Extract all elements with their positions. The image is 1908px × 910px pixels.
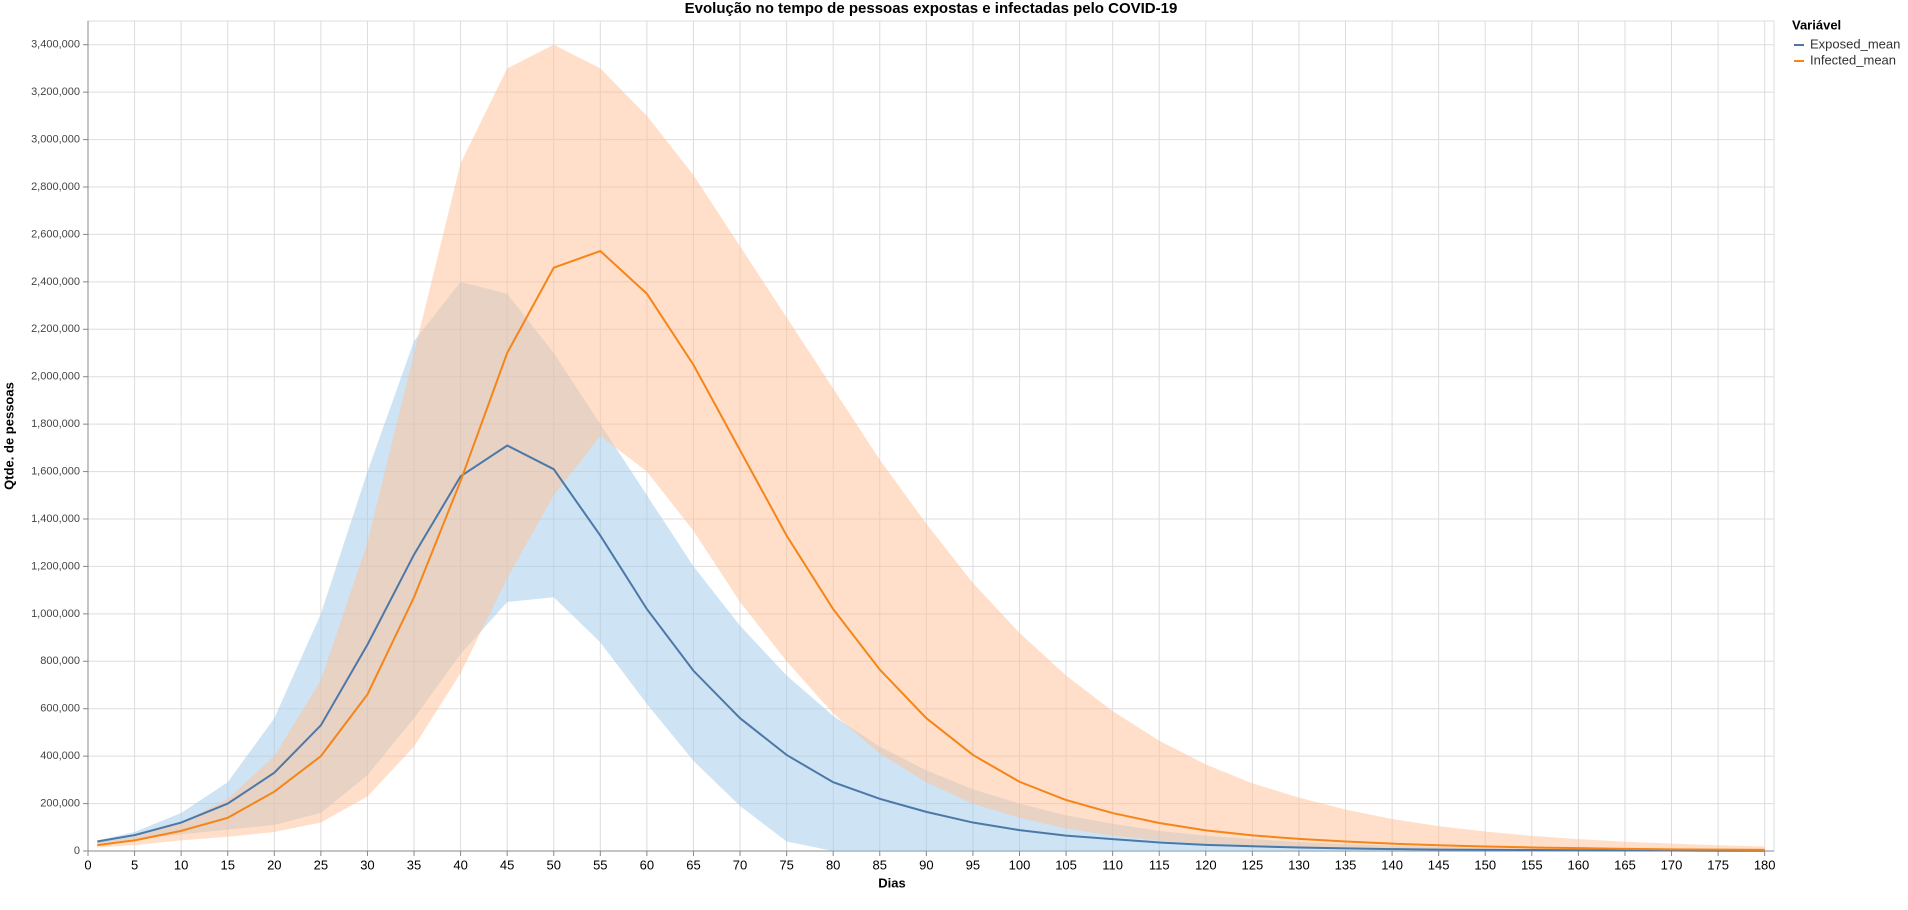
series-line [97, 249, 1765, 851]
x-tick-label: 150 [1474, 857, 1496, 872]
x-tick-label: 75 [779, 857, 793, 872]
x-tick-label: 0 [84, 857, 91, 872]
y-tick-label: 3,400,000 [31, 39, 80, 51]
x-tick-label: 115 [1149, 857, 1170, 872]
y-tick-label: 0 [74, 845, 80, 857]
x-tick-label: 110 [1102, 857, 1123, 872]
x-tick-label: 165 [1614, 857, 1636, 872]
x-axis-title: Dias [878, 875, 905, 890]
x-tick-label: 155 [1521, 857, 1543, 872]
x-tick-label: 55 [593, 857, 607, 872]
x-tick-label: 65 [686, 857, 700, 872]
y-tick-label: 1,200,000 [31, 560, 80, 572]
y-tick-label: 600,000 [40, 703, 80, 715]
x-tick-label: 160 [1568, 857, 1590, 872]
y-tick-label: 400,000 [40, 750, 80, 762]
x-tick-label: 135 [1335, 857, 1357, 872]
x-tick-label: 145 [1428, 857, 1450, 872]
x-tick-label: 5 [131, 857, 138, 872]
x-tick-label: 95 [966, 857, 980, 872]
series-line [97, 444, 1765, 852]
x-tick-label: 80 [826, 857, 840, 872]
legend-label: Exposed_mean [1810, 36, 1900, 51]
x-tick-label: 85 [873, 857, 887, 872]
x-tick-label: 120 [1195, 857, 1217, 872]
y-tick-label: 1,800,000 [31, 418, 80, 430]
x-tick-label: 180 [1754, 857, 1776, 872]
x-tick-label: 60 [640, 857, 654, 872]
y-tick-label: 2,200,000 [31, 323, 80, 335]
x-tick-label: 70 [733, 857, 747, 872]
legend-label: Infected_mean [1810, 52, 1896, 67]
x-tick-label: 25 [314, 857, 328, 872]
y-tick-label: 1,000,000 [31, 608, 80, 620]
y-tick-label: 3,000,000 [31, 133, 80, 145]
y-tick-label: 2,600,000 [31, 228, 80, 240]
x-tick-label: 140 [1381, 857, 1403, 872]
y-tick-label: 200,000 [40, 797, 80, 809]
x-tick-label: 105 [1055, 857, 1077, 872]
confidence-band [97, 44, 1765, 851]
y-axis-title: Qtde. de pessoas [1, 382, 16, 490]
x-tick-label: 130 [1288, 857, 1310, 872]
x-tick-label: 30 [360, 857, 374, 872]
x-tick-label: 20 [267, 857, 281, 872]
x-tick-label: 45 [500, 857, 514, 872]
y-tick-label: 2,000,000 [31, 371, 80, 383]
x-tick-label: 35 [407, 857, 421, 872]
x-tick-label: 90 [919, 857, 933, 872]
y-tick-label: 2,800,000 [31, 181, 80, 193]
x-tick-label: 15 [220, 857, 234, 872]
y-tick-label: 800,000 [40, 655, 80, 667]
y-tick-label: 1,400,000 [31, 513, 80, 525]
y-tick-label: 1,600,000 [31, 465, 80, 477]
legend-title: Variável [1792, 17, 1841, 32]
y-tick-label: 3,200,000 [31, 86, 80, 98]
x-tick-label: 40 [453, 857, 467, 872]
chart-title: Evolução no tempo de pessoas expostas e … [685, 0, 1178, 17]
x-tick-label: 125 [1242, 857, 1264, 872]
x-tick-label: 10 [174, 857, 188, 872]
x-tick-label: 170 [1661, 857, 1683, 872]
x-tick-label: 100 [1009, 857, 1031, 872]
y-tick-label: 2,400,000 [31, 276, 80, 288]
x-tick-label: 50 [547, 857, 561, 872]
x-tick-label: 175 [1707, 857, 1729, 872]
